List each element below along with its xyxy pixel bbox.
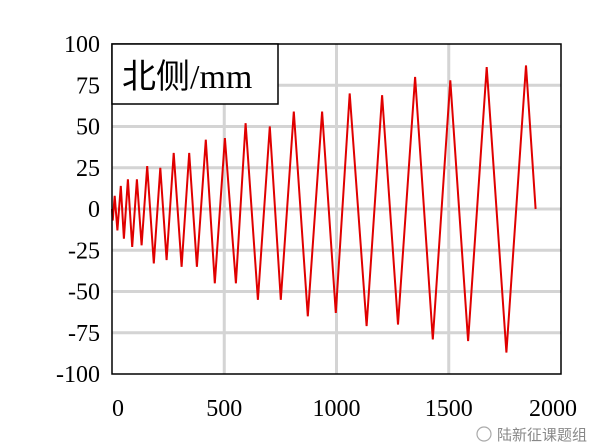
x-tick-label: 1500 [425,396,473,422]
y-axis-ticks: 100 75 50 25 0 -25 -50 -75 -100 [56,32,100,388]
watermark: 陆新征课题组 [476,426,587,444]
y-tick-label: 25 [76,156,100,182]
y-tick-label: 50 [76,115,100,141]
x-tick-label: 0 [112,396,124,422]
x-axis-ticks: 0 500 1000 1500 2000 [112,396,577,422]
x-tick-label: 1000 [313,396,361,422]
y-tick-label: 100 [64,32,100,58]
x-tick-label: 2000 [529,396,577,422]
y-tick-label: -75 [68,321,100,347]
y-tick-label: -100 [56,362,100,388]
title-box: 北侧/mm [111,43,279,105]
series-line [111,65,537,353]
y-tick-label: -25 [68,238,100,264]
chart-title: 北侧/mm [122,58,252,96]
x-tick-label: 500 [206,396,242,422]
wechat-icon [476,426,492,442]
plot-border [111,43,562,375]
watermark-text: 陆新征课题组 [497,426,587,444]
y-tick-label: -50 [68,280,100,306]
y-tick-label: 75 [76,73,100,99]
y-tick-label: 0 [88,197,100,223]
